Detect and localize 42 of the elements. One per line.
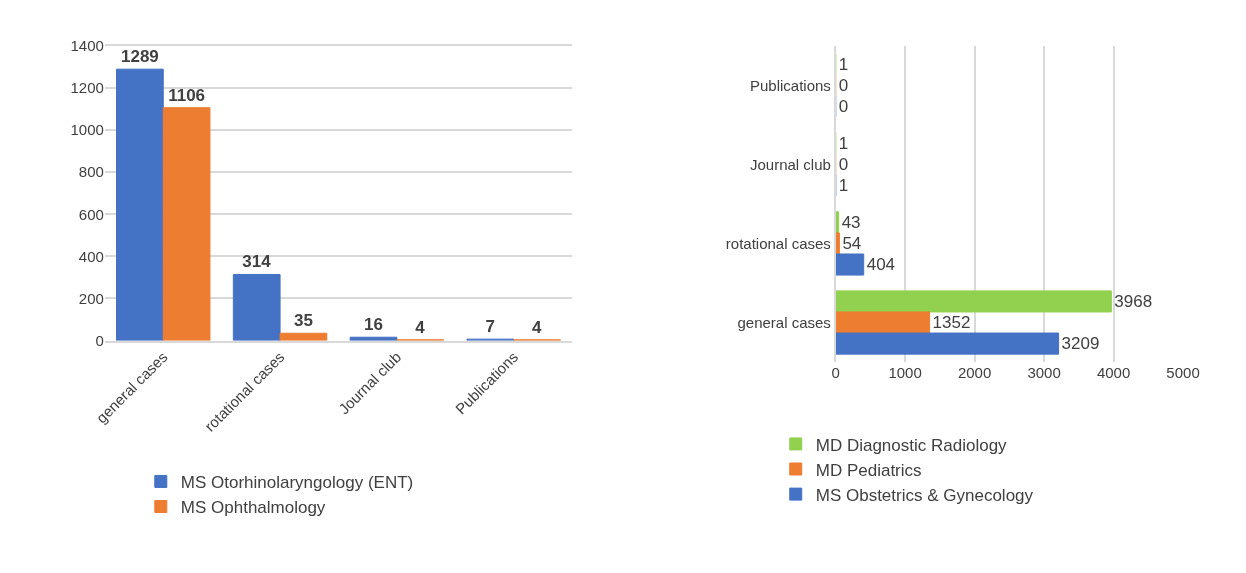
x-tick-label: 3000 bbox=[1027, 364, 1061, 382]
y-tick-label: 1400 bbox=[70, 37, 104, 55]
x-tick-label: 5000 bbox=[1166, 364, 1200, 382]
data-label: 404 bbox=[866, 255, 896, 275]
data-label: 0 bbox=[838, 96, 849, 116]
y-tick-label: 0 bbox=[95, 331, 104, 349]
y-tick-label: 1200 bbox=[70, 79, 104, 97]
y-tick-label: general cases bbox=[737, 313, 831, 331]
y-tick-label: rotational cases bbox=[725, 234, 831, 252]
y-tick-label: 1000 bbox=[70, 121, 104, 139]
data-label: 1 bbox=[838, 133, 849, 153]
x-tick-label: 4000 bbox=[1096, 364, 1131, 382]
legend-label: MS Otorhinolaryngology (ENT) bbox=[180, 473, 414, 493]
data-label: 3209 bbox=[1061, 334, 1100, 354]
legend-label: MS Obstetrics & Gynecology bbox=[815, 485, 1034, 505]
legend-label: MD Diagnostic Radiology bbox=[815, 435, 1008, 455]
data-label: 1 bbox=[838, 175, 849, 195]
y-tick-label: 200 bbox=[78, 289, 104, 307]
y-tick-label: Journal club bbox=[750, 155, 831, 173]
x-tick-label: 1000 bbox=[888, 364, 922, 382]
y-tick-label: 600 bbox=[78, 205, 104, 223]
data-label: 314 bbox=[242, 252, 272, 272]
data-label: 0 bbox=[838, 75, 849, 95]
data-label: 3968 bbox=[1114, 291, 1153, 311]
data-label: 4 bbox=[415, 317, 426, 337]
data-label: 7 bbox=[485, 317, 496, 337]
y-tick-label: Publications bbox=[750, 76, 831, 94]
data-label: 1 bbox=[838, 54, 849, 74]
data-label: 16 bbox=[364, 315, 383, 335]
data-label: 1106 bbox=[168, 85, 206, 105]
data-label: 1352 bbox=[932, 313, 971, 333]
data-label: 1289 bbox=[120, 47, 159, 67]
x-tick-label: 2000 bbox=[957, 364, 992, 382]
data-label: 54 bbox=[842, 233, 862, 253]
y-tick-label: 800 bbox=[78, 163, 104, 181]
y-tick-label: 400 bbox=[78, 247, 104, 265]
data-label: 4 bbox=[532, 317, 543, 337]
data-label: 0 bbox=[838, 154, 849, 174]
data-label: 43 bbox=[841, 212, 861, 232]
data-label: 35 bbox=[293, 311, 313, 331]
legend-label: MS Ophthalmology bbox=[180, 498, 326, 518]
legend-label: MD Pediatrics bbox=[815, 460, 922, 480]
